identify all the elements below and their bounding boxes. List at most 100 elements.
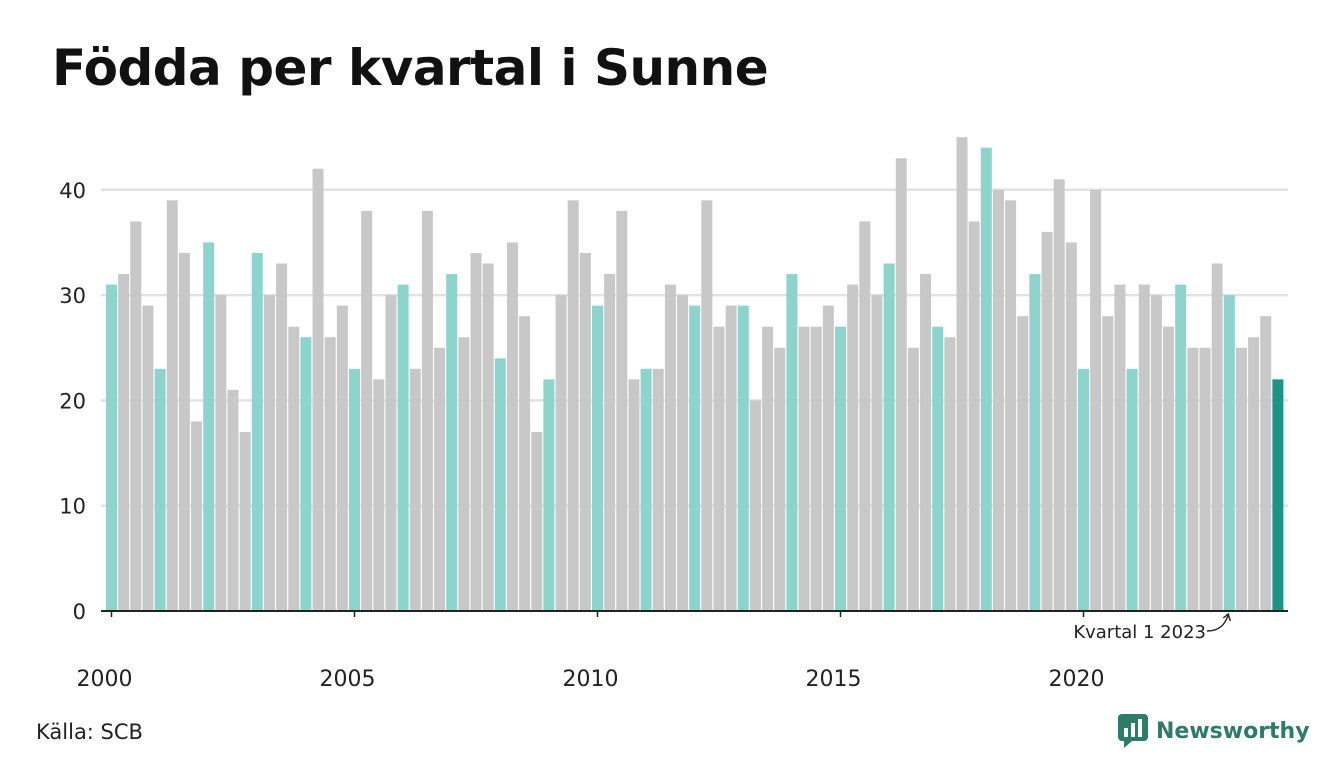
- bar: [652, 368, 664, 611]
- bar: [883, 263, 895, 611]
- bar: [1260, 316, 1272, 611]
- bar: [154, 368, 166, 611]
- bar: [1041, 231, 1053, 612]
- bar: [677, 295, 689, 611]
- bar: [421, 210, 433, 612]
- bar: [567, 200, 579, 611]
- brand-logo[interactable]: Newsworthy: [1118, 714, 1310, 748]
- bar: [1223, 295, 1235, 611]
- bar: [689, 305, 701, 611]
- bar: [300, 337, 312, 611]
- axes: 0 10 20 30 40 2000 2005 2010 2015 2020: [59, 179, 1288, 692]
- source-label: Källa: SCB: [36, 720, 143, 744]
- y-tick-label: 10: [59, 495, 86, 519]
- x-tick-label: 2000: [77, 667, 133, 692]
- bar: [191, 421, 203, 611]
- bar: [1150, 295, 1162, 611]
- bar: [725, 305, 737, 611]
- bar: [992, 189, 1004, 612]
- bar: [506, 242, 518, 611]
- bar: [1090, 189, 1102, 612]
- y-tick-label: 30: [59, 284, 86, 308]
- bar: [166, 200, 178, 611]
- bar: [349, 368, 360, 611]
- bar: [1235, 347, 1247, 611]
- bar: [847, 284, 859, 611]
- bar: [749, 400, 761, 611]
- bar: [312, 168, 324, 612]
- x-tick-label: 2015: [806, 667, 862, 692]
- bar: [628, 379, 640, 611]
- bar: [907, 347, 919, 611]
- bar: [920, 274, 932, 611]
- bar: [1114, 284, 1126, 611]
- bar: [737, 305, 749, 611]
- bar: [494, 358, 506, 611]
- bar: [106, 284, 117, 611]
- x-tick-label: 2005: [320, 667, 376, 692]
- bar: [446, 274, 458, 611]
- bar: [276, 263, 288, 611]
- bar: [701, 200, 713, 611]
- bars: [106, 137, 1284, 612]
- bar: [409, 368, 421, 611]
- y-tick-label: 20: [59, 389, 86, 413]
- bar: [1078, 368, 1089, 611]
- x-tick-label: 2010: [563, 667, 619, 692]
- bar: [142, 305, 154, 611]
- bar: [1248, 337, 1260, 611]
- bar: [859, 221, 871, 611]
- bar: [239, 431, 251, 611]
- bar: [251, 252, 263, 612]
- bar: [203, 242, 215, 611]
- bar: [470, 252, 482, 612]
- bar: [810, 326, 822, 611]
- bar: [336, 305, 348, 611]
- bar: [592, 305, 603, 611]
- bar: [640, 368, 652, 611]
- y-tick-label: 0: [73, 600, 86, 624]
- bar: [1102, 316, 1114, 611]
- bar: [871, 295, 883, 611]
- bar: [385, 295, 397, 611]
- bar-chart: 0 10 20 30 40 2000 2005 2010 2015 2020 Kvartal 1 …: [59, 137, 1288, 692]
- bar: [288, 326, 300, 611]
- bar: [968, 221, 980, 611]
- bar: [1272, 379, 1284, 611]
- bar: [1187, 347, 1199, 611]
- y-tick-label: 40: [59, 179, 86, 203]
- bar: [434, 347, 446, 611]
- bar: [1163, 326, 1175, 611]
- brand-name: Newsworthy: [1156, 718, 1310, 744]
- bar: [980, 147, 992, 611]
- bar: [543, 379, 555, 611]
- bar: [227, 389, 239, 611]
- bar: [1126, 368, 1138, 611]
- bar: [555, 295, 567, 611]
- bar: [1005, 200, 1017, 611]
- bar: [263, 295, 275, 611]
- bar: [482, 263, 494, 611]
- bar: [215, 295, 227, 611]
- bar: [956, 137, 968, 611]
- bar: [932, 326, 944, 611]
- bar: [397, 284, 409, 611]
- bar: [458, 337, 470, 611]
- bar: [616, 210, 628, 612]
- bar: [1017, 316, 1029, 611]
- annotation-label: Kvartal 1 2023: [1073, 622, 1206, 643]
- annotation-arrow: [1206, 614, 1229, 632]
- chart-title: Födda per kvartal i Sunne: [52, 39, 769, 97]
- bar: [786, 274, 798, 611]
- bar: [519, 316, 531, 611]
- bar: [1138, 284, 1150, 611]
- bar: [130, 221, 142, 611]
- bar: [1175, 284, 1187, 611]
- annotation-arrowhead: [1222, 612, 1231, 622]
- bar: [178, 252, 190, 612]
- bar: [774, 347, 786, 611]
- bar: [664, 284, 676, 611]
- bar: [1199, 347, 1211, 611]
- x-tick-label: 2020: [1049, 667, 1105, 692]
- bar: [324, 337, 336, 611]
